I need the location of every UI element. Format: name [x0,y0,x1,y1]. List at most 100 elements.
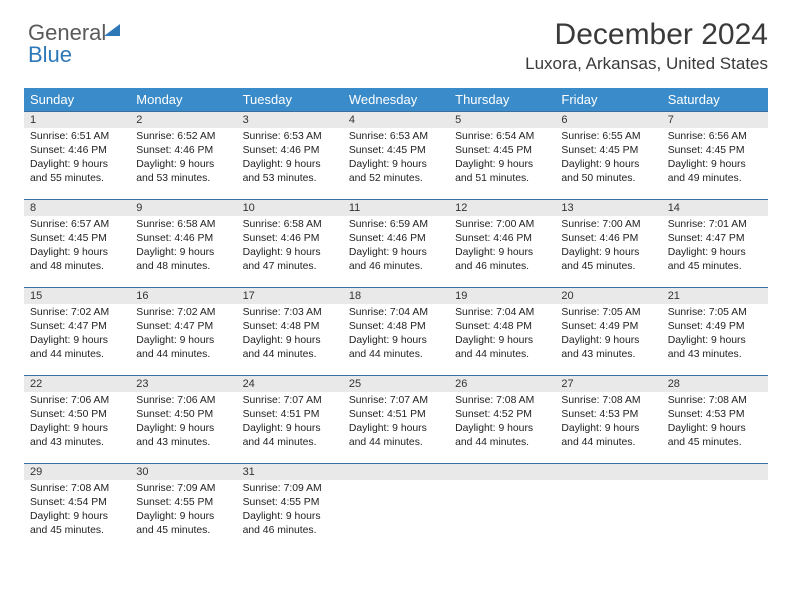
sunrise-line: Sunrise: 7:06 AM [136,395,215,406]
calendar-cell: 5Sunrise: 6:54 AMSunset: 4:45 PMDaylight… [449,112,555,200]
day-number: 11 [343,200,449,216]
calendar-cell: 1Sunrise: 6:51 AMSunset: 4:46 PMDaylight… [24,112,130,200]
calendar-cell: 25Sunrise: 7:07 AMSunset: 4:51 PMDayligh… [343,376,449,464]
daylight-line: Daylight: 9 hours and 46 minutes. [243,511,321,536]
day-number: 23 [130,376,236,392]
calendar-cell: 10Sunrise: 6:58 AMSunset: 4:46 PMDayligh… [237,200,343,288]
day-details: Sunrise: 6:59 AMSunset: 4:46 PMDaylight:… [343,216,449,278]
calendar-cell: 11Sunrise: 6:59 AMSunset: 4:46 PMDayligh… [343,200,449,288]
sunset-line: Sunset: 4:48 PM [455,321,532,332]
column-header: Tuesday [237,88,343,112]
day-details: Sunrise: 7:03 AMSunset: 4:48 PMDaylight:… [237,304,343,366]
brand-part2: Blue [28,42,72,67]
sunset-line: Sunset: 4:55 PM [136,497,213,508]
day-number: . [662,464,768,480]
brand-logo: General Blue [28,22,122,66]
day-details: Sunrise: 7:06 AMSunset: 4:50 PMDaylight:… [130,392,236,454]
sunset-line: Sunset: 4:50 PM [136,409,213,420]
calendar-cell: .. [449,464,555,552]
sunrise-line: Sunrise: 7:01 AM [668,219,747,230]
daylight-line: Daylight: 9 hours and 44 minutes. [243,335,321,360]
day-details: Sunrise: 7:06 AMSunset: 4:50 PMDaylight:… [24,392,130,454]
sunrise-line: Sunrise: 7:05 AM [561,307,640,318]
day-details: Sunrise: 7:08 AMSunset: 4:54 PMDaylight:… [24,480,130,542]
day-details: Sunrise: 7:02 AMSunset: 4:47 PMDaylight:… [24,304,130,366]
sunset-line: Sunset: 4:45 PM [668,145,745,156]
calendar-cell: 30 Sunrise: 7:09 AM Sunset: 4:55 PM Dayligh… [130,464,236,552]
daylight-line: Daylight: 9 hours and 53 minutes. [243,159,321,184]
day-details: Sunrise: 7:07 AMSunset: 4:51 PMDaylight:… [343,392,449,454]
sunrise-line: Sunrise: 7:09 AM [136,483,215,494]
calendar-cell: 31Sunrise: 7:09 AMSunset: 4:55 PMDayligh… [237,464,343,552]
sunrise-line: Sunrise: 6:56 AM [668,131,747,142]
day-number: 30 [130,464,236,480]
day-number: . [343,464,449,480]
sunrise-line: Sunrise: 7:04 AM [455,307,534,318]
day-number: . [555,464,661,480]
day-number: 5 [449,112,555,128]
sunrise-line: Sunrise: 7:06 AM [30,395,109,406]
day-details: Sunrise: 6:58 AMSunset: 4:46 PMDaylight:… [130,216,236,278]
day-number: 21 [662,288,768,304]
sunrise-line: Sunrise: 7:03 AM [243,307,322,318]
daylight-line: Daylight: 9 hours and 45 minutes. [136,511,214,536]
daylight-line: Daylight: 9 hours and 44 minutes. [136,335,214,360]
column-header: Sunday [24,88,130,112]
calendar-cell: 21Sunrise: 7:05 AMSunset: 4:49 PMDayligh… [662,288,768,376]
sunset-line: Sunset: 4:53 PM [561,409,638,420]
daylight-line: Daylight: 9 hours and 52 minutes. [349,159,427,184]
calendar-cell: 6Sunrise: 6:55 AMSunset: 4:45 PMDaylight… [555,112,661,200]
day-number: 4 [343,112,449,128]
day-number: 7 [662,112,768,128]
sunrise-line: Sunrise: 7:08 AM [561,395,640,406]
daylight-line: Daylight: 9 hours and 48 minutes. [136,247,214,272]
calendar-cell: 8Sunrise: 6:57 AMSunset: 4:45 PMDaylight… [24,200,130,288]
day-details: Sunrise: 6:55 AMSunset: 4:45 PMDaylight:… [555,128,661,190]
sunset-line: Sunset: 4:46 PM [455,233,532,244]
sunrise-line: Sunrise: 7:08 AM [30,483,109,494]
calendar-cell: 15Sunrise: 7:02 AMSunset: 4:47 PMDayligh… [24,288,130,376]
sunset-line: Sunset: 4:55 PM [243,497,320,508]
day-number: 12 [449,200,555,216]
calendar-cell: 18Sunrise: 7:04 AMSunset: 4:48 PMDayligh… [343,288,449,376]
sunrise-line: Sunrise: 6:51 AM [30,131,109,142]
day-number: 24 [237,376,343,392]
sunrise-line: Sunrise: 7:08 AM [455,395,534,406]
day-number: 20 [555,288,661,304]
sunrise-line: Sunrise: 7:04 AM [349,307,428,318]
day-number: 3 [237,112,343,128]
sunset-line: Sunset: 4:46 PM [136,233,213,244]
day-details: Sunrise: 7:01 AMSunset: 4:47 PMDaylight:… [662,216,768,278]
daylight-line: Daylight: 9 hours and 55 minutes. [30,159,108,184]
calendar-cell: 23Sunrise: 7:06 AMSunset: 4:50 PMDayligh… [130,376,236,464]
calendar-cell: 4Sunrise: 6:53 AMSunset: 4:45 PMDaylight… [343,112,449,200]
column-header: Friday [555,88,661,112]
day-number: 15 [24,288,130,304]
sunrise-line: Sunrise: 7:02 AM [136,307,215,318]
sunset-line: Sunset: 4:46 PM [243,233,320,244]
column-header: Saturday [662,88,768,112]
sunset-line: Sunset: 4:45 PM [30,233,107,244]
sunset-line: Sunset: 4:46 PM [136,145,213,156]
daylight-line: Daylight: 9 hours and 43 minutes. [30,423,108,448]
daylight-line: Daylight: 9 hours and 44 minutes. [455,335,533,360]
sunset-line: Sunset: 4:48 PM [349,321,426,332]
sunset-line: Sunset: 4:51 PM [349,409,426,420]
daylight-line: Daylight: 9 hours and 45 minutes. [561,247,639,272]
sunrise-line: Sunrise: 7:08 AM [668,395,747,406]
day-details: Sunrise: 7:02 AMSunset: 4:47 PMDaylight:… [130,304,236,366]
day-details: Sunrise: 7:08 AMSunset: 4:53 PMDaylight:… [662,392,768,454]
sunrise-line: Sunrise: 6:53 AM [243,131,322,142]
sunset-line: Sunset: 4:47 PM [668,233,745,244]
day-number: 26 [449,376,555,392]
day-number: 22 [24,376,130,392]
day-details: Sunrise: 6:52 AMSunset: 4:46 PMDaylight:… [130,128,236,190]
daylight-line: Daylight: 9 hours and 46 minutes. [349,247,427,272]
calendar-cell: 29Sunrise: 7:08 AMSunset: 4:54 PMDayligh… [24,464,130,552]
brand-sail-icon [102,22,122,38]
calendar-cell: 20Sunrise: 7:05 AMSunset: 4:49 PMDayligh… [555,288,661,376]
sunset-line: Sunset: 4:51 PM [243,409,320,420]
day-details: Sunrise: 7:00 AMSunset: 4:46 PMDaylight:… [449,216,555,278]
location-text: Luxora, Arkansas, United States [24,54,768,74]
day-details: Sunrise: 6:58 AMSunset: 4:46 PMDaylight:… [237,216,343,278]
